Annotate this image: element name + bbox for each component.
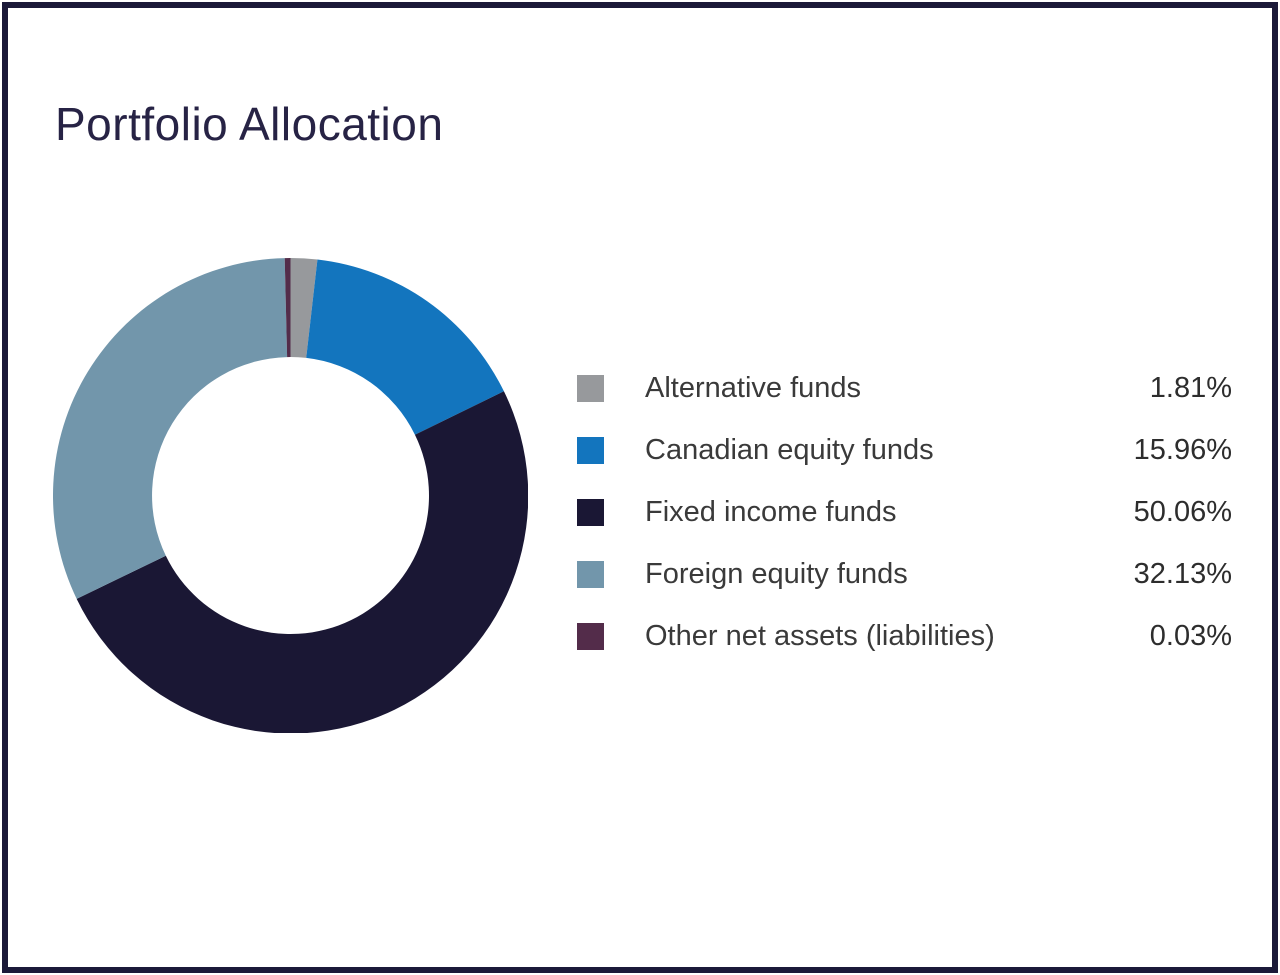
donut-slice-other-net-assets-liabilities <box>284 258 291 358</box>
page-title: Portfolio Allocation <box>55 98 444 150</box>
legend-value: 50.06% <box>1133 495 1232 528</box>
donut-slice-alternative-funds <box>290 258 318 358</box>
legend-value: 0.03% <box>1149 619 1232 652</box>
legend-row: Canadian equity funds 15.96% <box>577 419 1232 481</box>
legend-swatch-icon <box>577 622 604 650</box>
donut-chart <box>53 258 528 733</box>
legend-row: Foreign equity funds 32.13% <box>577 543 1232 605</box>
legend-row: Other net assets (liabilities) 0.03% <box>577 605 1232 667</box>
chart-legend: Alternative funds 1.81% Canadian equity … <box>577 357 1232 667</box>
legend-label: Fixed income funds <box>645 495 897 528</box>
legend-value: 15.96% <box>1133 433 1232 466</box>
legend-value: 1.81% <box>1149 371 1232 404</box>
donut-slice-foreign-equity-funds <box>53 258 288 599</box>
legend-label: Foreign equity funds <box>645 557 908 590</box>
donut-chart-svg <box>53 258 528 733</box>
donut-slice-canadian-equity-funds <box>306 259 504 435</box>
legend-swatch-icon <box>577 498 604 526</box>
legend-swatch-icon <box>577 374 604 402</box>
legend-row: Alternative funds 1.81% <box>577 357 1232 419</box>
legend-row: Fixed income funds 50.06% <box>577 481 1232 543</box>
legend-value: 32.13% <box>1133 557 1232 590</box>
legend-swatch-icon <box>577 560 604 588</box>
donut-slice-fixed-income-funds <box>76 391 528 733</box>
legend-label: Other net assets (liabilities) <box>645 619 995 652</box>
legend-swatch-icon <box>577 436 604 464</box>
legend-label: Alternative funds <box>645 371 862 404</box>
legend-label: Canadian equity funds <box>645 433 934 466</box>
